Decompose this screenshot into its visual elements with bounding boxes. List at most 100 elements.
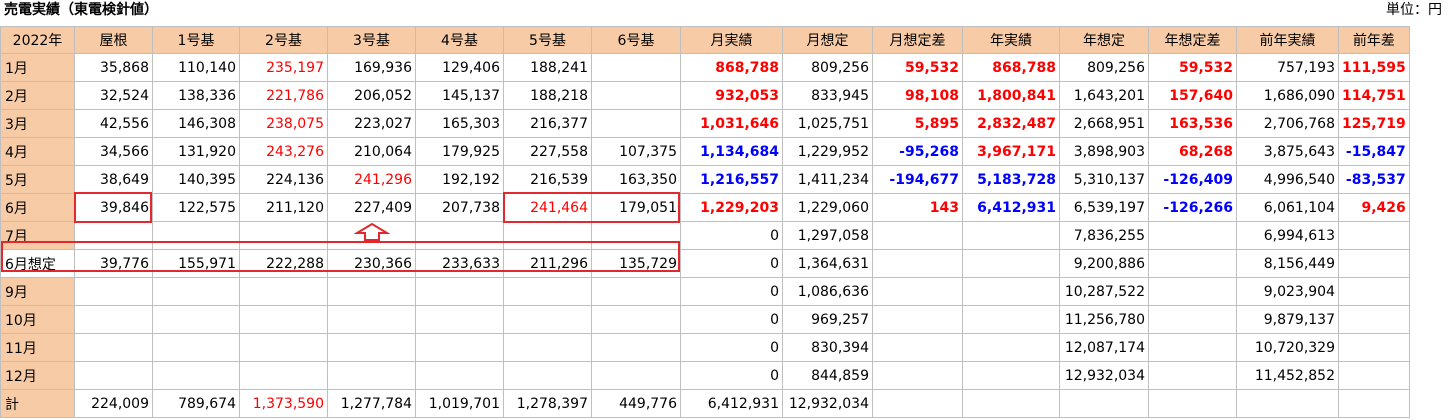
table-cell[interactable]: 211,120 bbox=[239, 193, 328, 222]
table-cell[interactable] bbox=[962, 389, 1060, 418]
row-header[interactable]: 9月 bbox=[0, 277, 75, 306]
table-cell[interactable] bbox=[872, 221, 963, 250]
table-cell[interactable]: 1,229,060 bbox=[782, 193, 873, 222]
table-cell[interactable]: -194,677 bbox=[872, 165, 963, 194]
table-cell[interactable] bbox=[1338, 305, 1410, 334]
table-cell[interactable] bbox=[872, 305, 963, 334]
table-cell[interactable]: 2,668,951 bbox=[1059, 109, 1149, 138]
table-cell[interactable] bbox=[239, 333, 328, 362]
table-cell[interactable]: 1,019,701 bbox=[415, 389, 504, 418]
table-cell[interactable] bbox=[591, 53, 681, 82]
row-header[interactable]: 2月 bbox=[0, 81, 75, 110]
table-cell[interactable] bbox=[1148, 305, 1237, 334]
table-cell[interactable]: 1,277,784 bbox=[327, 389, 416, 418]
row-header[interactable]: 6月 bbox=[0, 193, 75, 222]
table-cell[interactable] bbox=[74, 277, 153, 306]
table-cell[interactable]: -126,409 bbox=[1148, 165, 1237, 194]
column-header[interactable]: 2号基 bbox=[239, 26, 328, 54]
table-cell[interactable] bbox=[962, 249, 1060, 278]
table-cell[interactable] bbox=[152, 361, 240, 390]
table-cell[interactable]: 39,776 bbox=[74, 249, 153, 278]
column-header[interactable]: 年実績 bbox=[962, 26, 1060, 54]
table-cell[interactable]: -95,268 bbox=[872, 137, 963, 166]
table-cell[interactable] bbox=[327, 333, 416, 362]
table-cell[interactable] bbox=[591, 333, 681, 362]
table-cell[interactable]: 224,136 bbox=[239, 165, 328, 194]
table-cell[interactable]: 1,086,636 bbox=[782, 277, 873, 306]
table-cell[interactable] bbox=[239, 361, 328, 390]
table-cell[interactable]: 1,025,751 bbox=[782, 109, 873, 138]
table-cell[interactable] bbox=[872, 361, 963, 390]
table-cell[interactable] bbox=[591, 277, 681, 306]
table-cell[interactable]: 210,064 bbox=[327, 137, 416, 166]
table-cell[interactable]: 98,108 bbox=[872, 81, 963, 110]
table-cell[interactable]: 449,776 bbox=[591, 389, 681, 418]
table-cell[interactable] bbox=[503, 333, 592, 362]
column-header[interactable]: 4号基 bbox=[415, 26, 504, 54]
table-cell[interactable] bbox=[1338, 249, 1410, 278]
table-cell[interactable]: 211,296 bbox=[503, 249, 592, 278]
table-cell[interactable]: 5,895 bbox=[872, 109, 963, 138]
table-cell[interactable] bbox=[962, 333, 1060, 362]
table-cell[interactable]: 163,350 bbox=[591, 165, 681, 194]
table-cell[interactable]: 59,532 bbox=[872, 53, 963, 82]
table-cell[interactable]: 165,303 bbox=[415, 109, 504, 138]
table-cell[interactable]: 238,075 bbox=[239, 109, 328, 138]
table-cell[interactable]: 216,377 bbox=[503, 109, 592, 138]
table-cell[interactable]: 34,566 bbox=[74, 137, 153, 166]
table-cell[interactable]: 188,218 bbox=[503, 81, 592, 110]
table-cell[interactable] bbox=[415, 361, 504, 390]
table-cell[interactable]: 0 bbox=[680, 333, 783, 362]
row-header[interactable]: 12月 bbox=[0, 361, 75, 390]
table-cell[interactable]: 1,686,090 bbox=[1236, 81, 1339, 110]
table-cell[interactable] bbox=[1338, 277, 1410, 306]
table-cell[interactable] bbox=[152, 277, 240, 306]
table-cell[interactable]: 179,925 bbox=[415, 137, 504, 166]
column-header[interactable]: 前年実績 bbox=[1236, 26, 1339, 54]
table-cell[interactable]: 110,140 bbox=[152, 53, 240, 82]
table-cell[interactable]: 131,920 bbox=[152, 137, 240, 166]
table-cell[interactable]: 9,879,137 bbox=[1236, 305, 1339, 334]
table-cell[interactable]: 241,464 bbox=[503, 193, 592, 222]
table-cell[interactable] bbox=[1236, 389, 1339, 418]
table-cell[interactable]: 146,308 bbox=[152, 109, 240, 138]
table-cell[interactable] bbox=[1338, 389, 1410, 418]
table-cell[interactable]: 59,532 bbox=[1148, 53, 1237, 82]
table-cell[interactable]: 140,395 bbox=[152, 165, 240, 194]
table-cell[interactable]: 114,751 bbox=[1338, 81, 1410, 110]
table-cell[interactable] bbox=[962, 277, 1060, 306]
table-cell[interactable]: 68,268 bbox=[1148, 137, 1237, 166]
table-cell[interactable]: 1,297,058 bbox=[782, 221, 873, 250]
table-cell[interactable]: 129,406 bbox=[415, 53, 504, 82]
table-cell[interactable]: 8,156,449 bbox=[1236, 249, 1339, 278]
column-header[interactable]: 年想定 bbox=[1059, 26, 1149, 54]
table-cell[interactable] bbox=[415, 305, 504, 334]
table-cell[interactable]: 6,412,931 bbox=[680, 389, 783, 418]
table-cell[interactable]: 9,200,886 bbox=[1059, 249, 1149, 278]
table-cell[interactable] bbox=[415, 333, 504, 362]
column-header[interactable]: 月実績 bbox=[680, 26, 783, 54]
table-cell[interactable]: 39,846 bbox=[74, 193, 153, 222]
table-cell[interactable]: 2,832,487 bbox=[962, 109, 1060, 138]
table-cell[interactable]: 2,706,768 bbox=[1236, 109, 1339, 138]
table-cell[interactable]: 35,868 bbox=[74, 53, 153, 82]
table-cell[interactable]: 0 bbox=[680, 221, 783, 250]
table-cell[interactable]: 163,536 bbox=[1148, 109, 1237, 138]
table-cell[interactable]: 0 bbox=[680, 361, 783, 390]
table-cell[interactable]: 12,087,174 bbox=[1059, 333, 1149, 362]
table-cell[interactable] bbox=[591, 109, 681, 138]
table-cell[interactable] bbox=[591, 81, 681, 110]
table-cell[interactable]: 243,276 bbox=[239, 137, 328, 166]
row-header[interactable]: 3月 bbox=[0, 109, 75, 138]
table-cell[interactable] bbox=[74, 221, 153, 250]
table-cell[interactable]: 1,229,203 bbox=[680, 193, 783, 222]
table-cell[interactable]: 757,193 bbox=[1236, 53, 1339, 82]
table-cell[interactable]: 5,310,137 bbox=[1059, 165, 1149, 194]
table-cell[interactable]: 844,859 bbox=[782, 361, 873, 390]
table-cell[interactable]: 42,556 bbox=[74, 109, 153, 138]
column-header[interactable]: 月想定 bbox=[782, 26, 873, 54]
row-header[interactable]: 1月 bbox=[0, 53, 75, 82]
table-cell[interactable]: 157,640 bbox=[1148, 81, 1237, 110]
column-header[interactable]: 5号基 bbox=[503, 26, 592, 54]
table-cell[interactable] bbox=[591, 305, 681, 334]
